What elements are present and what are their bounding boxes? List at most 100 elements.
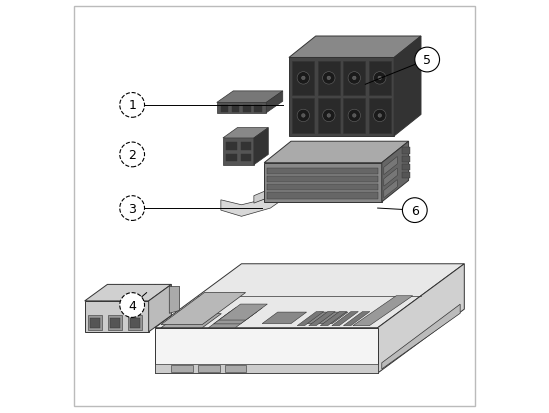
Polygon shape [262,312,306,324]
Polygon shape [214,308,262,324]
Polygon shape [369,99,391,133]
Polygon shape [209,312,257,328]
Polygon shape [198,366,220,372]
Polygon shape [402,148,410,154]
Polygon shape [254,106,262,112]
Polygon shape [155,264,464,328]
Polygon shape [155,328,378,373]
Polygon shape [149,285,171,332]
Polygon shape [343,99,366,133]
Polygon shape [382,304,460,369]
Circle shape [297,110,310,122]
Polygon shape [171,366,193,372]
Text: 6: 6 [411,204,419,217]
Polygon shape [394,37,421,137]
Circle shape [120,196,144,221]
Text: 4: 4 [128,299,136,312]
Polygon shape [402,173,410,179]
Polygon shape [292,62,315,96]
Polygon shape [108,315,122,330]
Polygon shape [240,143,251,150]
Circle shape [348,110,361,122]
Polygon shape [320,312,347,326]
Circle shape [327,77,330,81]
Polygon shape [267,176,378,183]
Circle shape [301,114,305,118]
Polygon shape [240,154,251,162]
Polygon shape [332,312,358,326]
Polygon shape [384,180,397,198]
Circle shape [120,143,144,167]
Circle shape [352,77,356,81]
Polygon shape [297,176,310,196]
Polygon shape [289,37,421,58]
Polygon shape [289,58,394,137]
Text: 3: 3 [128,202,136,215]
Polygon shape [161,314,221,328]
Circle shape [378,114,382,118]
Polygon shape [267,185,378,191]
Circle shape [301,77,305,81]
Polygon shape [110,318,120,328]
Polygon shape [318,99,340,133]
Circle shape [402,198,427,223]
Polygon shape [292,99,315,133]
Polygon shape [382,142,408,202]
Circle shape [297,73,310,85]
Polygon shape [266,92,283,114]
Circle shape [323,110,335,122]
Polygon shape [343,62,366,96]
Polygon shape [264,142,408,163]
Circle shape [352,114,356,118]
Polygon shape [254,128,268,165]
Polygon shape [369,62,391,96]
Circle shape [373,110,386,122]
Polygon shape [130,318,140,328]
Polygon shape [344,312,370,326]
Polygon shape [221,106,228,112]
Polygon shape [267,192,378,199]
Polygon shape [88,315,103,330]
Polygon shape [267,168,378,175]
Polygon shape [85,285,171,301]
Polygon shape [169,287,180,313]
Polygon shape [304,312,348,324]
Polygon shape [402,156,410,162]
Circle shape [348,73,361,85]
Polygon shape [226,154,237,162]
Polygon shape [318,62,340,96]
Polygon shape [226,143,237,150]
Polygon shape [223,128,268,139]
Polygon shape [232,106,239,112]
Text: 1: 1 [128,99,136,112]
Polygon shape [223,139,254,165]
Circle shape [327,114,330,118]
Polygon shape [353,296,413,326]
Circle shape [120,93,144,118]
Polygon shape [378,264,464,373]
Polygon shape [217,92,283,103]
Circle shape [378,77,382,81]
Polygon shape [85,301,149,332]
Polygon shape [297,312,324,326]
Polygon shape [264,163,382,202]
Circle shape [323,73,335,85]
Text: 2: 2 [128,149,136,161]
Polygon shape [217,103,266,114]
Polygon shape [219,304,267,320]
Polygon shape [402,164,410,171]
Polygon shape [309,312,335,326]
Circle shape [415,48,440,73]
Polygon shape [161,293,245,325]
Polygon shape [225,366,247,372]
Polygon shape [155,364,378,373]
Polygon shape [221,184,304,217]
Polygon shape [243,106,250,112]
Circle shape [120,293,144,318]
Polygon shape [254,169,304,204]
Polygon shape [127,315,142,330]
Polygon shape [384,169,397,187]
Circle shape [373,73,386,85]
Polygon shape [384,157,397,175]
Polygon shape [90,318,100,328]
